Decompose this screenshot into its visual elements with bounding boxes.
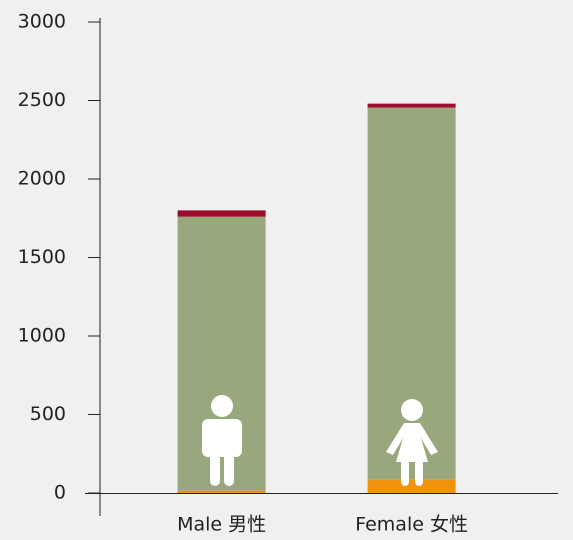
y-tick-label: 2000 [18, 168, 66, 190]
y-tick-label: 3000 [18, 11, 66, 33]
y-tick-label: 500 [30, 403, 66, 425]
y-tick-label: 0 [54, 482, 66, 504]
bar-segment [367, 103, 456, 108]
bar-segment [177, 490, 266, 493]
x-tick-label: Male 男性 [177, 514, 266, 536]
female-icon [386, 399, 438, 486]
y-tick-label: 1500 [18, 246, 66, 268]
x-tick-label: Female 女性 [355, 514, 468, 536]
male-icon [202, 395, 242, 486]
bar-segment [177, 210, 266, 217]
y-tick-label: 2500 [18, 89, 66, 111]
bar-segment [367, 479, 456, 493]
y-tick-label: 1000 [18, 325, 66, 347]
